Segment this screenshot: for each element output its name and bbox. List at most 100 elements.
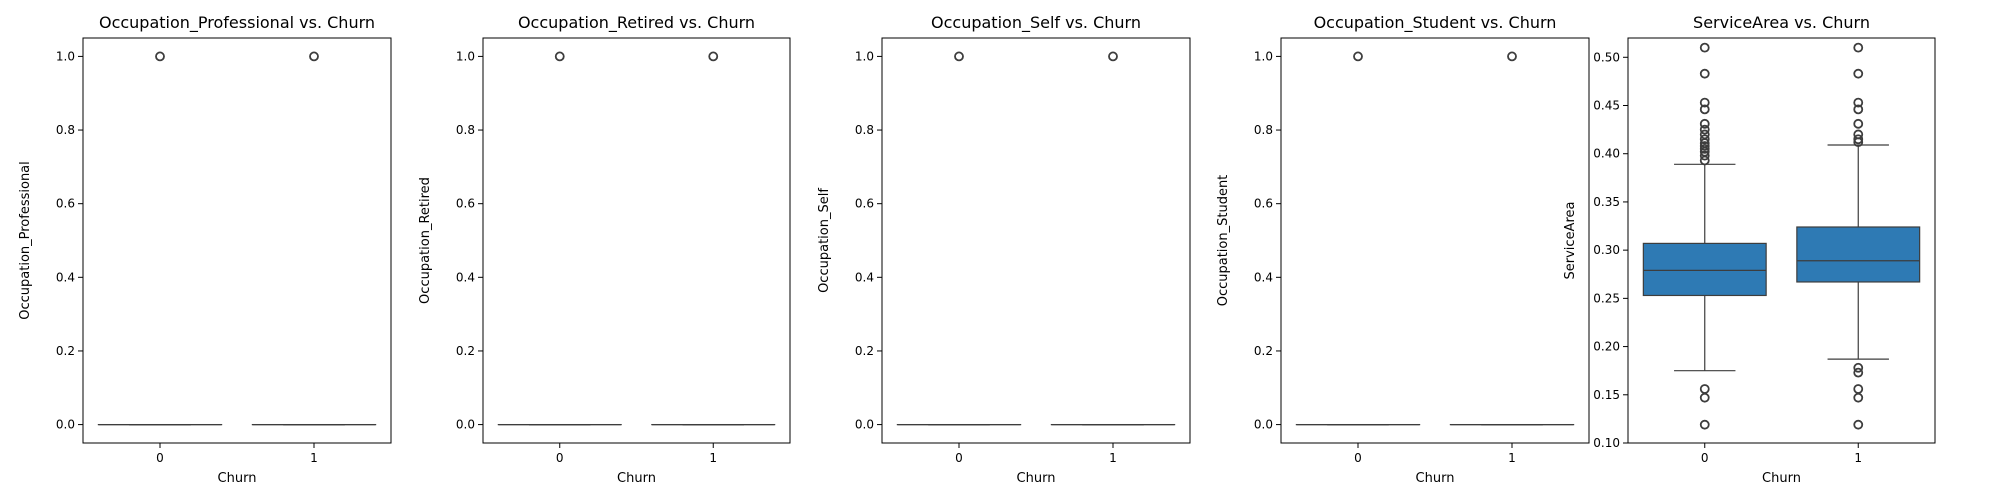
x-tick-label: 1 <box>709 451 717 465</box>
y-axis-label: Occupation_Retired <box>418 177 433 304</box>
y-tick-label: 0.8 <box>855 123 874 137</box>
x-tick-label: 1 <box>310 451 318 465</box>
y-tick-label: 0.8 <box>456 123 475 137</box>
y-tick-label: 0.8 <box>56 123 75 137</box>
y-tick-label: 0.45 <box>1593 99 1620 113</box>
plot-area-frame <box>482 37 791 444</box>
y-tick-label: 0.0 <box>56 418 75 432</box>
y-tick-label: 0.6 <box>56 197 75 211</box>
outlier-point <box>1699 143 1710 154</box>
y-tick-label: 0.2 <box>56 344 75 358</box>
y-tick-label: 0.4 <box>855 270 874 284</box>
y-axis-label: Occupation_Self <box>817 188 832 293</box>
outlier-point <box>1699 129 1710 140</box>
box-0 <box>97 51 223 426</box>
x-axis-label: Churn <box>1762 471 1801 486</box>
outlier-point <box>1853 42 1864 53</box>
box-1 <box>1050 51 1176 426</box>
y-tick-label: 1.0 <box>56 49 75 63</box>
box-1 <box>651 51 776 426</box>
y-tick-label: 0.40 <box>1593 147 1620 161</box>
box-1 <box>251 51 377 426</box>
plot-area-frame <box>1627 37 1936 444</box>
outlier-point <box>1853 392 1864 403</box>
outlier-point <box>1699 134 1710 145</box>
x-tick-label: 0 <box>1701 451 1709 465</box>
y-tick-label: 1.0 <box>456 49 475 63</box>
plot-area-frame <box>881 37 1191 444</box>
y-tick-label: 0.0 <box>456 418 475 432</box>
y-tick-label: 0.25 <box>1593 291 1620 305</box>
outlier-point <box>1853 104 1864 115</box>
y-tick-label: 0.6 <box>456 197 475 211</box>
subplot-title: ServiceArea vs. Churn <box>1693 13 1870 32</box>
subplot-2: Occupation_Retired vs. Churn 0.0 0.2 0.4 0.6… <box>418 13 791 486</box>
y-tick-label: 0.2 <box>456 344 475 358</box>
box-iqr <box>1642 242 1767 297</box>
plot-area-frame <box>82 37 392 444</box>
box-1 <box>1449 51 1575 426</box>
y-tick-label: 1.0 <box>1254 49 1273 63</box>
box-iqr <box>1796 226 1921 283</box>
box-0 <box>1295 51 1421 426</box>
y-tick-label: 0.4 <box>456 270 475 284</box>
outlier-point <box>1699 104 1710 115</box>
subplot-title: Occupation_Professional vs. Churn <box>99 13 375 33</box>
outlier-point <box>1853 68 1864 79</box>
outlier-point <box>1853 118 1864 129</box>
box-0 <box>497 51 622 426</box>
y-tick-label: 0.0 <box>1254 418 1273 432</box>
outlier-point <box>1853 362 1864 373</box>
subplot-title: Occupation_Self vs. Churn <box>931 13 1141 33</box>
x-tick-label: 1 <box>1854 451 1862 465</box>
outlier-point <box>1699 384 1710 394</box>
outlier-point <box>1699 150 1710 161</box>
y-tick-label: 0.6 <box>855 197 874 211</box>
outlier-point <box>1507 51 1517 62</box>
y-tick-label: 1.0 <box>855 49 874 63</box>
outlier-point <box>1353 51 1363 62</box>
y-tick-label: 0.6 <box>1254 197 1273 211</box>
outlier-point <box>1699 97 1710 108</box>
x-axis-label: Churn <box>617 471 656 486</box>
x-axis-label: Churn <box>218 471 257 486</box>
y-tick-label: 0.50 <box>1593 50 1620 64</box>
outlier-point <box>708 51 719 62</box>
outlier-point <box>1699 392 1710 403</box>
x-tick-label: 0 <box>1354 451 1362 465</box>
outlier-point <box>1699 42 1710 53</box>
outlier-point <box>1699 68 1710 79</box>
outlier-point <box>954 51 964 62</box>
y-tick-label: 0.0 <box>855 418 874 432</box>
y-tick-label: 0.30 <box>1593 243 1620 257</box>
outlier-point <box>1853 367 1864 378</box>
subplot-1: Occupation_Professional vs. Churn 0.0 0.2 0… <box>18 13 392 486</box>
outlier-point <box>309 51 319 62</box>
x-tick-label: 1 <box>1109 451 1117 465</box>
box-0 <box>896 51 1022 426</box>
outlier-point <box>1853 384 1864 394</box>
outlier-point <box>1699 419 1710 430</box>
y-tick-label: 0.35 <box>1593 195 1620 209</box>
x-tick-label: 0 <box>955 451 963 465</box>
subplot-title: Occupation_Retired vs. Churn <box>518 13 755 33</box>
x-tick-label: 1 <box>1508 451 1516 465</box>
outlier-point <box>1699 124 1710 135</box>
x-tick-label: 0 <box>156 451 164 465</box>
y-tick-label: 0.20 <box>1593 340 1620 354</box>
box-1 <box>1796 42 1921 430</box>
y-axis-label: Occupation_Student <box>1216 175 1231 307</box>
subplot-title: Occupation_Student vs. Churn <box>1314 13 1557 33</box>
plot-area-frame <box>1280 37 1590 444</box>
y-axis-label: Occupation_Professional <box>18 161 33 320</box>
outlier-point <box>1853 419 1864 430</box>
outlier-point <box>1699 118 1710 129</box>
outlier-point <box>155 51 165 62</box>
outlier-point <box>1699 141 1710 151</box>
subplot-4: Occupation_Student vs. Churn 0.0 0.2 0.4 0.6… <box>1216 13 1590 486</box>
x-axis-label: Churn <box>1017 471 1056 486</box>
subplot-3: Occupation_Self vs. Churn 0.0 0.2 0.4 0.6 0.8… <box>817 13 1191 486</box>
box-0 <box>1642 42 1767 430</box>
x-tick-label: 0 <box>556 451 564 465</box>
